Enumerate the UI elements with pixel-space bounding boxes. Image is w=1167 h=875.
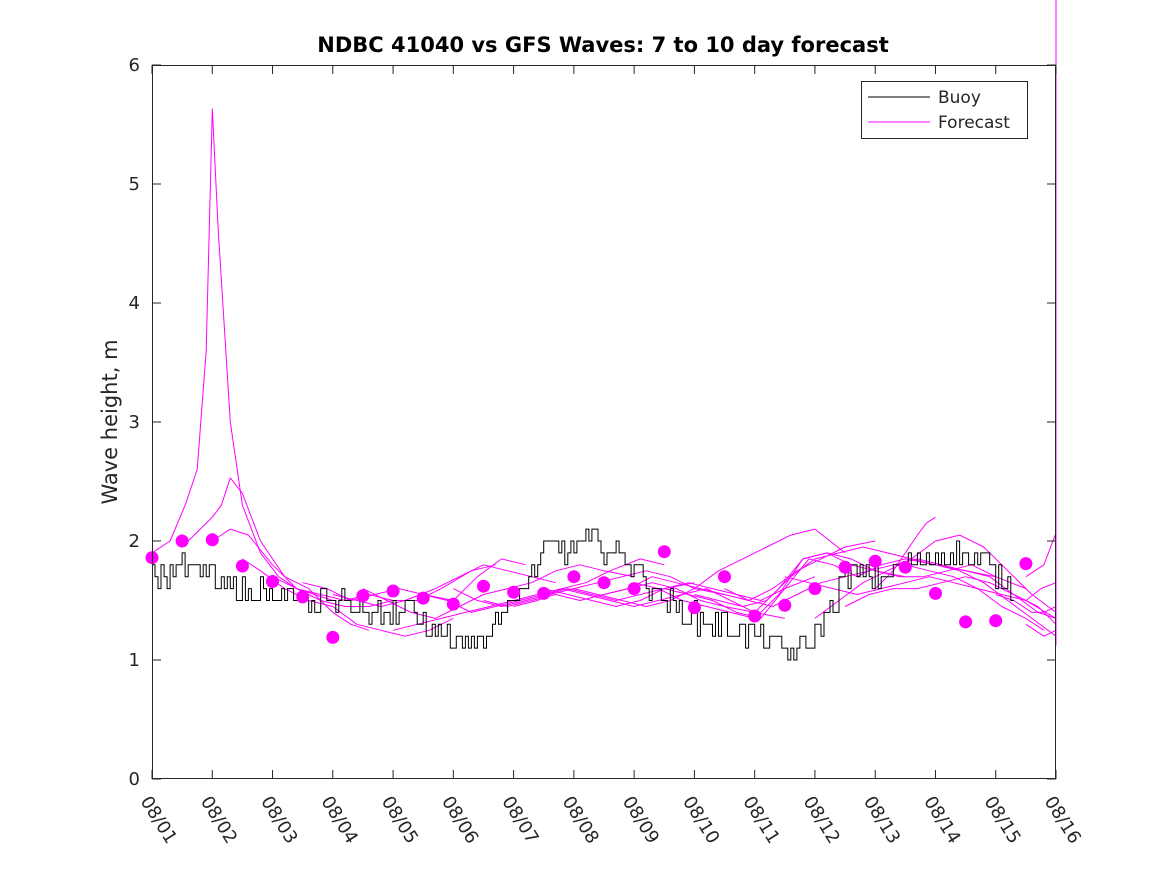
- forecast-line: [362, 564, 635, 619]
- forecast-line: [453, 570, 725, 607]
- axes-background: [152, 65, 1056, 779]
- forecast-line: [995, 594, 1057, 613]
- forecast-points: [145, 533, 1033, 644]
- forecast-point: [989, 614, 1003, 628]
- forecast-point: [657, 545, 671, 559]
- forecast-point: [718, 570, 731, 584]
- plot-area: [145, 0, 1057, 779]
- y-tick-label: 4: [129, 293, 140, 314]
- forecast-point: [477, 579, 490, 593]
- forecast-point: [627, 582, 641, 596]
- y-tick-label: 3: [129, 412, 140, 433]
- forecast-line: [965, 570, 1057, 619]
- forecast-point: [356, 589, 370, 603]
- forecast-line: [664, 558, 936, 619]
- forecast-line: [754, 552, 1027, 613]
- legend-forecast-label: Forecast: [938, 113, 1010, 133]
- forecast-point: [235, 559, 249, 573]
- forecast-point: [326, 630, 340, 644]
- forecast-point: [296, 590, 310, 604]
- y-axis: 0 1 2 3 4 5 6: [129, 55, 1056, 790]
- forecast-point: [597, 576, 611, 590]
- forecast-line: [814, 534, 1057, 619]
- forecast-line: [332, 564, 556, 607]
- forecast-line: [844, 576, 1057, 625]
- forecast-line: [784, 576, 1057, 619]
- legend-buoy-label: Buoy: [938, 88, 981, 108]
- forecast-line: [302, 558, 526, 601]
- forecast-line: [573, 528, 846, 607]
- forecast-point: [868, 554, 882, 568]
- forecast-line: [633, 552, 906, 619]
- y-tick-label: 2: [129, 531, 140, 552]
- forecast-line: [1025, 623, 1057, 637]
- forecast-line: [874, 516, 936, 589]
- forecast-line: [181, 477, 370, 631]
- y-tick-label: 1: [129, 650, 140, 671]
- forecast-line: [935, 564, 1057, 637]
- forecast-point: [929, 586, 942, 600]
- forecast-line: [392, 558, 665, 631]
- forecast-line: [905, 564, 1045, 631]
- y-tick-label: 6: [129, 55, 140, 76]
- forecast-line: [1025, 582, 1057, 601]
- legend: Buoy Forecast: [861, 81, 1028, 139]
- forecast-point: [808, 582, 822, 596]
- forecast-point: [507, 585, 521, 599]
- forecast-point: [687, 601, 701, 615]
- buoy-line-group: [152, 528, 1014, 661]
- forecast-point: [838, 560, 852, 574]
- forecast-point: [959, 615, 973, 629]
- forecast-point: [175, 534, 189, 548]
- forecast-line: [513, 588, 785, 619]
- legend-box: [861, 81, 1028, 139]
- forecast-point: [778, 598, 792, 612]
- forecast-point: [1019, 557, 1033, 571]
- forecast-point: [748, 609, 762, 623]
- y-tick-label: 5: [129, 174, 140, 195]
- forecast-point: [537, 586, 551, 600]
- chart-title: NDBC 41040 vs GFS Waves: 7 to 10 day for…: [317, 33, 888, 57]
- forecast-point: [898, 560, 912, 574]
- y-axis-label: Wave height, m: [98, 339, 122, 504]
- forecast-point: [386, 584, 400, 598]
- forecast-point: [266, 575, 279, 588]
- forecast-line: [543, 576, 816, 607]
- forecast-point: [567, 570, 581, 584]
- forecast-point: [416, 591, 430, 605]
- buoy-line: [152, 528, 1014, 661]
- forecast-line: [603, 540, 876, 601]
- y-tick-label: 0: [129, 769, 140, 790]
- forecast-point: [446, 597, 460, 611]
- forecast-point: [205, 533, 219, 547]
